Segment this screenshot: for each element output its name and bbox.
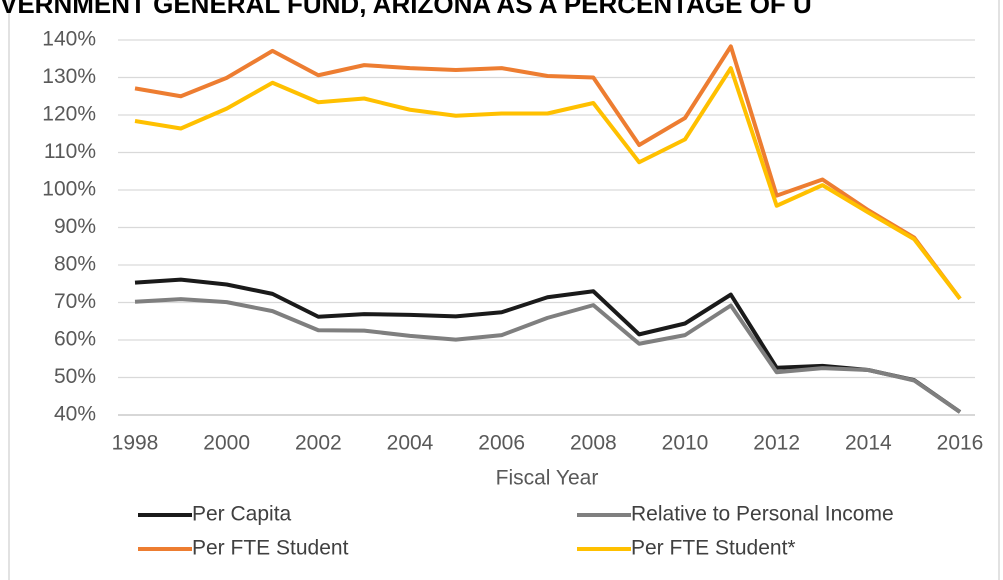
x-tick-label: 2002 [295,432,342,455]
y-tick-label: 60% [54,328,96,351]
series-line [134,277,962,414]
y-tick-label: 100% [42,178,96,201]
legend-label: Relative to Personal Income [631,503,894,526]
chart-frame [8,0,1000,580]
x-tick-label: 2014 [845,432,892,455]
x-axis-title: Fiscal Year [496,467,599,490]
y-tick-label: 70% [54,290,96,313]
x-tick-label: 2012 [753,432,800,455]
x-tick-label: 2016 [937,432,984,455]
y-tick-label: 80% [54,253,96,276]
y-tick-label: 130% [42,65,96,88]
y-tick-label: 40% [54,403,96,426]
legend-label: Per Capita [192,503,292,526]
y-tick-label: 90% [54,215,96,238]
y-tick-label: 110% [44,140,96,163]
x-tick-label: 1998 [112,432,159,455]
series-line [134,66,962,300]
y-tick-label: 50% [54,365,96,388]
series-line [134,297,962,414]
y-tick-label: 120% [42,103,96,126]
x-tick-label: 2000 [203,432,250,455]
x-tick-label: 2010 [662,432,709,455]
y-tick-label: 140% [42,28,96,51]
x-tick-label: 2008 [570,432,617,455]
x-tick-label: 2004 [387,432,434,455]
legend-label: Per FTE Student [192,537,349,560]
legend-label: Per FTE Student* [631,537,796,560]
series-line [134,44,962,300]
x-tick-label: 2006 [478,432,525,455]
chart-title: VERNMENT GENERAL FUND, ARIZONA AS A PERC… [0,0,812,19]
